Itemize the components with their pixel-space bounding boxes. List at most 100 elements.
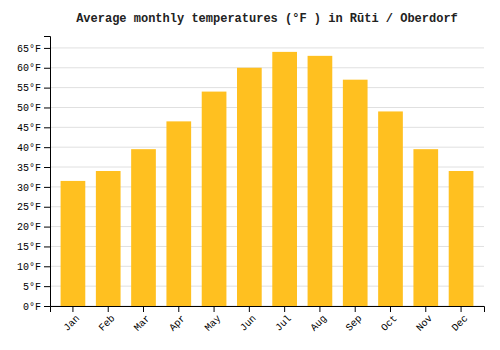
x-tick-mark: [461, 306, 462, 312]
x-tick-mark: [319, 306, 320, 312]
y-tick-mark: [44, 187, 50, 188]
plot: 0°F 5°F 10°F 15°F 20°F 25°F 30°F 35°F 40°F 45°F 50…: [17, 37, 485, 334]
y-tick-label: 35°F: [17, 163, 41, 174]
x-tick-mark: [72, 306, 73, 312]
x-tick-label: Nov: [414, 313, 435, 334]
x-tick-mark: [390, 306, 391, 312]
y-tick-mark: [44, 207, 50, 208]
y-tick: 10°F: [17, 262, 50, 273]
y-tick-label: 15°F: [17, 242, 41, 253]
grid-line: [50, 67, 484, 68]
x-tick-label: Aug: [309, 313, 330, 334]
y-tick-label: 5°F: [23, 282, 41, 293]
x-tick: Oct: [379, 306, 400, 334]
x-tick: Feb: [97, 306, 118, 334]
y-tick: 15°F: [17, 242, 50, 253]
x-tick: Dec: [450, 306, 471, 334]
y-tick: 20°F: [17, 222, 50, 233]
bar: [61, 181, 86, 306]
grid-line: [50, 127, 484, 128]
bar: [96, 171, 121, 306]
bar: [237, 68, 262, 306]
y-tick-mark: [44, 107, 50, 108]
x-tick-label: Feb: [97, 313, 118, 334]
x-tick-mark: [214, 306, 215, 312]
grid-line: [50, 107, 484, 108]
y-tick-mark: [44, 88, 50, 89]
y-tick: 30°F: [17, 183, 50, 194]
x-tick-label: Jun: [238, 313, 259, 334]
bar: [449, 171, 474, 306]
grid-line: [50, 47, 484, 48]
y-tick-mark: [44, 147, 50, 148]
bar: [413, 149, 438, 306]
y-tick-mark: [44, 266, 50, 267]
bar: [166, 121, 191, 306]
y-tick-mark: [44, 286, 50, 287]
title: Average monthly temperatures (°F ) in Rū…: [76, 12, 458, 26]
bar: [272, 52, 297, 306]
y-tick-label: 45°F: [17, 123, 41, 134]
chart: 0°F 5°F 10°F 15°F 20°F 25°F 30°F 35°F 40°F 45°F 50…: [0, 0, 500, 350]
y-tick-label: 50°F: [17, 103, 41, 114]
bar: [131, 149, 156, 306]
y-tick-label: 40°F: [17, 143, 41, 154]
y-tick: 55°F: [17, 83, 50, 94]
y-tick-mark: [44, 68, 50, 69]
x-tick: Aug: [309, 306, 330, 334]
y-tick-label: 60°F: [17, 63, 41, 74]
bar: [378, 111, 403, 306]
y-tick: 35°F: [17, 163, 50, 174]
bar: [202, 92, 227, 306]
x-tick: Apr: [167, 306, 188, 334]
x-tick: Nov: [414, 306, 435, 334]
y-tick-mark: [44, 246, 50, 247]
y-tick-label: 0°F: [23, 302, 41, 313]
bar: [343, 80, 368, 306]
y-tick-label: 20°F: [17, 222, 41, 233]
bars: [61, 52, 474, 306]
x-tick-label: Mar: [132, 313, 153, 334]
y-tick-mark: [44, 227, 50, 228]
y-tick: 65°F: [17, 44, 50, 55]
x-tick: Mar: [132, 306, 153, 334]
x-tick-label: Apr: [167, 313, 188, 334]
y-tick: 40°F: [17, 143, 50, 154]
x-tick-label: May: [203, 313, 224, 334]
grid-line: [50, 87, 484, 88]
x-tick: Jun: [238, 306, 259, 334]
x-tick-label: Jan: [62, 313, 83, 334]
y-tick: 0°F: [23, 302, 50, 313]
x-tick-mark: [108, 306, 109, 312]
x-axis-line: [51, 307, 485, 313]
x-tick-label: Sep: [344, 313, 365, 334]
x-tick-label: Oct: [379, 313, 400, 334]
x-tick-mark: [143, 306, 144, 312]
y-tick: 45°F: [17, 123, 50, 134]
x-tick: Sep: [344, 306, 365, 334]
y-tick-mark: [44, 306, 50, 307]
grid: [50, 48, 484, 306]
bar: [308, 56, 333, 306]
y-tick-label: 30°F: [17, 183, 41, 194]
y-tick-label: 10°F: [17, 262, 41, 273]
y-tick-mark: [44, 127, 50, 128]
y-tick: 60°F: [17, 63, 50, 74]
x-tick-mark: [284, 306, 285, 312]
y-tick-mark: [44, 167, 50, 168]
y-tick: 25°F: [17, 202, 50, 213]
x-tick: May: [203, 306, 224, 334]
y-axis: 0°F 5°F 10°F 15°F 20°F 25°F 30°F 35°F 40°F 45°F 50…: [17, 37, 51, 313]
x-axis: JanFebMarAprMayJunJulAugSepOctNovDec: [51, 306, 485, 334]
grid-line: [50, 147, 484, 148]
x-tick-mark: [178, 306, 179, 312]
x-tick-mark: [249, 306, 250, 312]
y-tick: 5°F: [23, 282, 50, 293]
y-axis-line: [44, 37, 51, 307]
x-tick-mark: [355, 306, 356, 312]
x-tick-label: Dec: [450, 313, 471, 334]
y-tick-label: 25°F: [17, 202, 41, 213]
y-tick-label: 55°F: [17, 83, 41, 94]
y-tick-mark: [44, 48, 50, 49]
x-tick: Jan: [62, 306, 83, 334]
